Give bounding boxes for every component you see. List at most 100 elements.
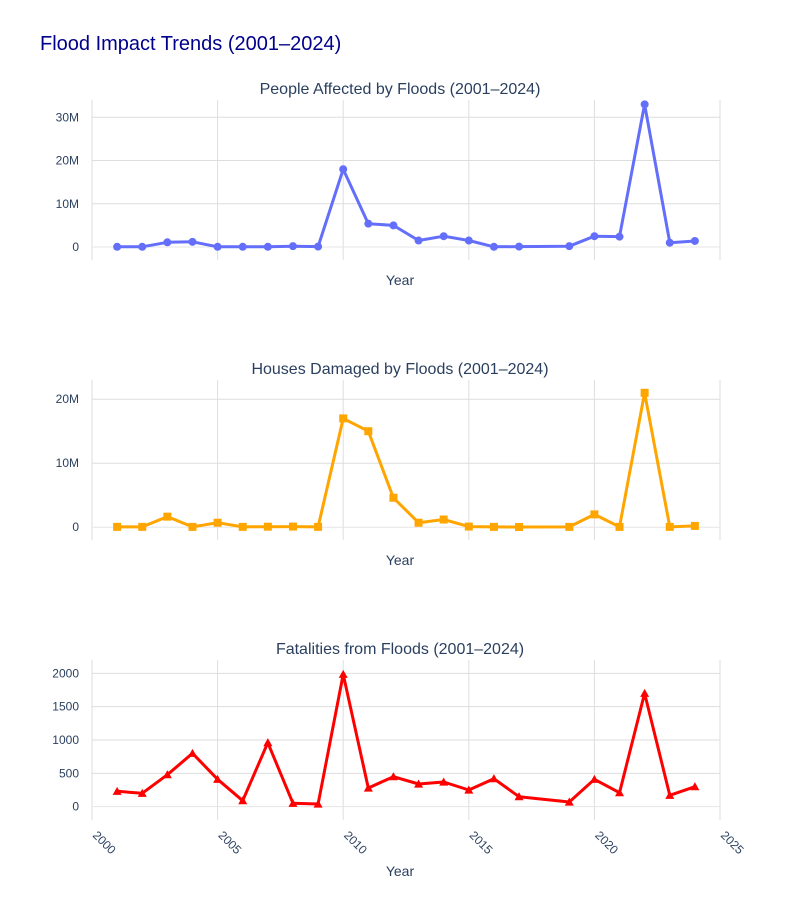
chart-panels: People Affected by Floods (2001–2024) 0 10… [52, 81, 747, 879]
chart-panel-2: Houses Damaged by Floods (2001–2024) 0 10M… [56, 361, 721, 568]
x-tick-label: 2020 [592, 828, 621, 857]
data-point [137, 788, 147, 797]
data-point [590, 510, 599, 519]
data-point [515, 242, 524, 251]
y-tick-label: 10M [56, 197, 79, 211]
data-point [314, 242, 323, 251]
data-point [138, 522, 147, 531]
x-axis-title: Year [386, 552, 415, 568]
data-point [565, 522, 574, 531]
x-axis-title: Year [386, 272, 415, 288]
data-point [163, 512, 172, 521]
data-point [690, 782, 700, 791]
chart-panel-1: People Affected by Floods (2001–2024) 0 10… [56, 81, 721, 288]
main-title: Flood Impact Trends (2001–2024) [40, 33, 341, 55]
data-point [439, 515, 448, 524]
x-tick-label: 2000 [90, 828, 119, 857]
y-tick-label: 20M [56, 392, 79, 406]
data-point [313, 799, 323, 808]
data-point [690, 236, 699, 245]
data-point [565, 242, 574, 251]
data-point [238, 796, 248, 805]
data-point [163, 238, 172, 247]
data-point [364, 219, 373, 228]
data-point [113, 242, 122, 251]
data-point [414, 518, 423, 527]
data-point [213, 242, 222, 251]
data-point [414, 236, 423, 245]
data-point [665, 790, 675, 799]
data-point [188, 522, 197, 531]
data-point [615, 788, 625, 797]
y-tick-label: 1000 [52, 733, 79, 747]
data-point [187, 748, 197, 757]
data-point [213, 774, 223, 783]
data-point [288, 242, 297, 251]
y-tick-label: 0 [72, 240, 79, 254]
data-point [489, 242, 498, 251]
data-point [439, 777, 449, 786]
data-point [263, 242, 272, 251]
x-tick-label: 2005 [215, 828, 244, 857]
data-point [489, 774, 499, 783]
data-point [464, 785, 474, 794]
data-point [464, 236, 473, 245]
y-tick-label: 20M [56, 154, 79, 168]
data-point [162, 770, 172, 779]
data-point [489, 522, 498, 531]
data-point [263, 522, 272, 531]
x-tick-label: 2025 [718, 828, 747, 857]
data-point [188, 237, 197, 246]
subplot-title: People Affected by Floods (2001–2024) [260, 81, 541, 98]
data-point [690, 521, 699, 530]
data-point [640, 688, 650, 697]
subplot-title: Fatalities from Floods (2001–2024) [276, 641, 524, 658]
data-point [288, 798, 298, 807]
data-point [364, 427, 373, 436]
data-point [213, 518, 222, 527]
x-tick-label: 2015 [467, 828, 496, 857]
data-point [564, 797, 574, 806]
y-tick-label: 2000 [52, 666, 79, 680]
data-point [238, 522, 247, 531]
data-point [238, 242, 247, 251]
data-point [615, 522, 624, 531]
data-point [263, 738, 273, 747]
data-point [363, 783, 373, 792]
data-point [665, 522, 674, 531]
y-tick-label: 500 [59, 766, 79, 780]
series-line [117, 391, 695, 529]
data-point [388, 772, 398, 781]
data-point [589, 774, 599, 783]
data-point [640, 100, 649, 109]
data-point [314, 522, 323, 531]
data-point [414, 779, 424, 788]
subplot-title: Houses Damaged by Floods (2001–2024) [251, 361, 548, 378]
data-point [665, 238, 674, 247]
y-tick-label: 30M [56, 110, 79, 124]
y-tick-label: 10M [56, 456, 79, 470]
data-point [339, 414, 348, 423]
data-point [464, 522, 473, 531]
data-point [515, 523, 524, 532]
data-point [288, 522, 297, 531]
y-tick-label: 0 [72, 800, 79, 814]
x-axis-title: Year [386, 863, 415, 879]
data-point [514, 792, 524, 801]
data-point [338, 669, 348, 678]
data-point [389, 493, 398, 502]
data-point [389, 221, 398, 230]
data-point [339, 165, 348, 174]
y-tick-label: 1500 [52, 700, 79, 714]
series-line [116, 672, 696, 806]
series-line [117, 102, 696, 249]
data-point [615, 232, 624, 241]
data-point [640, 388, 649, 397]
data-point [138, 242, 147, 251]
data-point [113, 522, 122, 531]
data-point [590, 232, 599, 241]
data-point [112, 786, 122, 795]
chart-panel-3: Fatalities from Floods (2001–2024) 2000 20… [52, 641, 747, 879]
y-tick-label: 0 [72, 520, 79, 534]
